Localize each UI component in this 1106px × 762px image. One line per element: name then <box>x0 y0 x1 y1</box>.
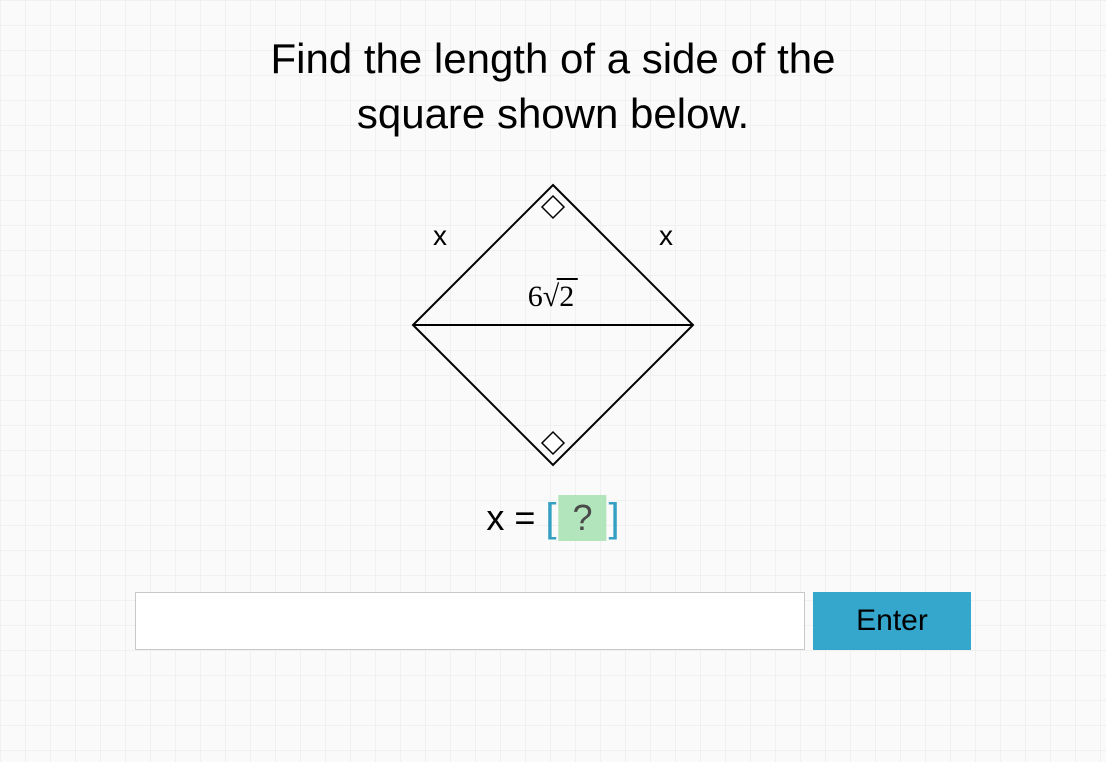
answer-input[interactable] <box>135 592 805 650</box>
answer-brackets: [?] <box>545 495 619 541</box>
side-label-left: x <box>433 220 447 252</box>
side-label-right: x <box>659 220 673 252</box>
answer-placeholder-box[interactable]: ? <box>559 495 607 541</box>
answer-expression: x = [?] <box>486 495 619 541</box>
diagonal-radicand: 2 <box>557 278 578 313</box>
question-line2: square shown below. <box>357 90 749 137</box>
right-angle-marker-top <box>542 196 564 218</box>
radical-symbol: √ <box>543 280 559 314</box>
enter-button[interactable]: Enter <box>813 592 971 650</box>
question-text: Find the length of a side of the square … <box>0 32 1106 141</box>
right-angle-marker-bottom <box>542 432 564 454</box>
question-line1: Find the length of a side of the <box>270 35 835 82</box>
diagonal-coefficient: 6 <box>528 280 543 313</box>
geometry-diagram: x x 6√2 <box>393 175 713 475</box>
input-row: Enter <box>135 592 971 650</box>
answer-prefix: x = <box>486 497 535 539</box>
diagonal-label: 6√2 <box>528 280 578 314</box>
